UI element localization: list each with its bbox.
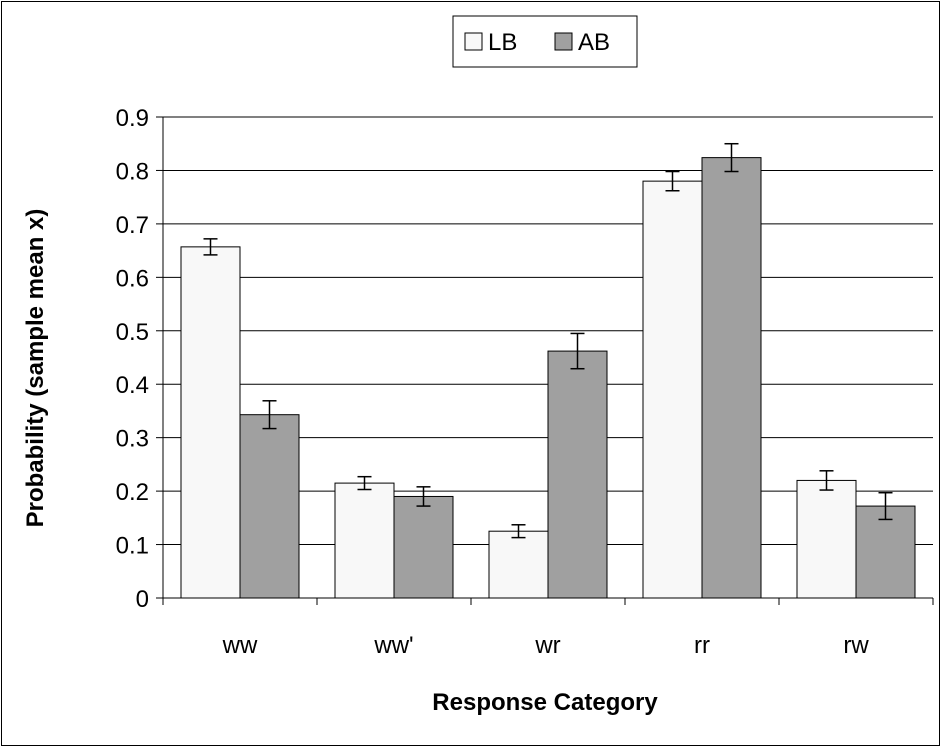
x-tick-label: rr (694, 632, 710, 659)
x-tick-label: ww' (373, 632, 413, 659)
bar-ab (547, 350, 608, 599)
y-axis-title: Probability (sample mean x) (22, 209, 49, 528)
y-tick-label: 0.1 (116, 533, 149, 560)
bar-lb (642, 180, 703, 599)
legend: LB AB (452, 15, 638, 68)
y-tick-label: 0.8 (116, 158, 149, 185)
y-tick-label: 0 (136, 586, 149, 613)
y-tick-label: 0.5 (116, 319, 149, 346)
legend-box (452, 15, 638, 68)
y-tick-label: 0.6 (116, 265, 149, 292)
axes: 0 0.1 0.2 0.3 0.4 0.5 0.6 0.7 0.8 0.9 ww ww' wr rr rw (116, 105, 934, 659)
bar-ab (701, 157, 762, 599)
bar-ab (393, 495, 454, 599)
y-tick-label: 0.7 (116, 212, 149, 239)
bar-lb (796, 479, 857, 599)
bar-ab (239, 414, 300, 599)
error-bars (203, 142, 893, 539)
bars (180, 157, 916, 599)
bar-lb (334, 482, 395, 599)
legend-label-lb: LB (488, 29, 517, 56)
x-tick-label: wr (534, 632, 560, 659)
x-tick-label: ww (222, 632, 258, 659)
x-tick-label: rw (843, 632, 869, 659)
y-tick-label: 0.4 (116, 372, 149, 399)
x-axis-title: Response Category (432, 689, 658, 716)
legend-label-ab: AB (578, 29, 610, 56)
y-tick-label: 0.3 (116, 426, 149, 453)
legend-swatch-lb (464, 32, 483, 51)
y-tick-label: 0.9 (116, 105, 149, 132)
y-tick-label: 0.2 (116, 479, 149, 506)
bar-lb (488, 530, 549, 599)
bar-lb (180, 246, 241, 599)
legend-swatch-ab (554, 32, 573, 51)
